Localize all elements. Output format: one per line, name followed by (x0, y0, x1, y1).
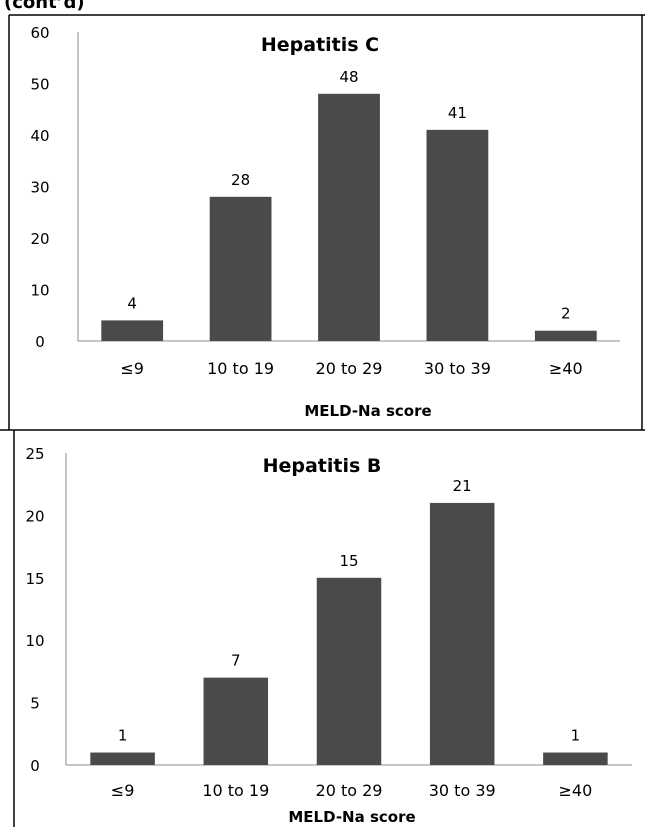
y-tick-label: 10 (25, 632, 44, 650)
bar-data-label: 15 (339, 552, 358, 570)
y-tick-label: 15 (25, 570, 44, 588)
bar (318, 93, 380, 341)
bar (426, 129, 489, 341)
bar (534, 330, 597, 341)
chart-hepatitis-c: 0 10 20 30 40 50 60 4 ≤9 28 10 to 19 48 20 to 29 41 30… (30, 24, 620, 420)
bar-data-label: 2 (561, 305, 571, 323)
y-tick-label: 50 (30, 76, 49, 94)
bar (203, 677, 269, 765)
bar-data-label: 48 (339, 68, 358, 86)
chart-title: Hepatitis C (261, 34, 379, 56)
bar-data-label: 21 (453, 477, 472, 495)
figure-header-fragment: (cont’d) (4, 0, 85, 13)
bar (90, 752, 155, 765)
bar (101, 320, 164, 341)
bar-data-label: 28 (231, 171, 250, 189)
y-tick-label: 40 (30, 127, 49, 145)
bar-data-label: 41 (448, 104, 467, 122)
x-axis-title: MELD-Na score (288, 808, 415, 826)
bar-data-label: 4 (127, 294, 137, 312)
y-tick-label: 20 (25, 507, 44, 525)
x-category-label: 30 to 39 (424, 359, 491, 378)
x-category-label: 30 to 39 (429, 781, 496, 800)
y-tick-label: 10 (30, 282, 49, 300)
y-tick-label: 25 (25, 445, 44, 463)
x-category-label: ≥40 (559, 781, 593, 800)
x-category-label: 20 to 29 (316, 359, 383, 378)
bar (209, 196, 272, 341)
x-category-label: 20 to 29 (316, 781, 383, 800)
x-category-label: 10 to 19 (207, 359, 274, 378)
y-tick-label: 20 (30, 230, 49, 248)
x-category-label: ≤9 (111, 781, 135, 800)
y-tick-label: 60 (30, 24, 49, 42)
x-category-label: ≥40 (549, 359, 583, 378)
x-axis-title: MELD-Na score (304, 402, 431, 420)
bar-data-label: 7 (231, 652, 241, 670)
x-category-label: ≤9 (120, 359, 144, 378)
x-category-label: 10 to 19 (202, 781, 269, 800)
bar-data-label: 1 (118, 727, 128, 745)
bar (543, 752, 608, 765)
chart-hepatitis-b: 0 5 10 15 20 25 1 ≤9 7 10 to 19 15 20 to 29 21 30 to … (25, 445, 632, 826)
bar (429, 502, 495, 765)
bar (316, 577, 382, 765)
y-tick-label: 30 (30, 179, 49, 197)
y-tick-label: 0 (30, 757, 40, 775)
chart-title: Hepatitis B (263, 455, 382, 477)
bar-data-label: 1 (571, 727, 581, 745)
y-tick-label: 0 (35, 333, 45, 351)
y-tick-label: 5 (30, 695, 40, 713)
